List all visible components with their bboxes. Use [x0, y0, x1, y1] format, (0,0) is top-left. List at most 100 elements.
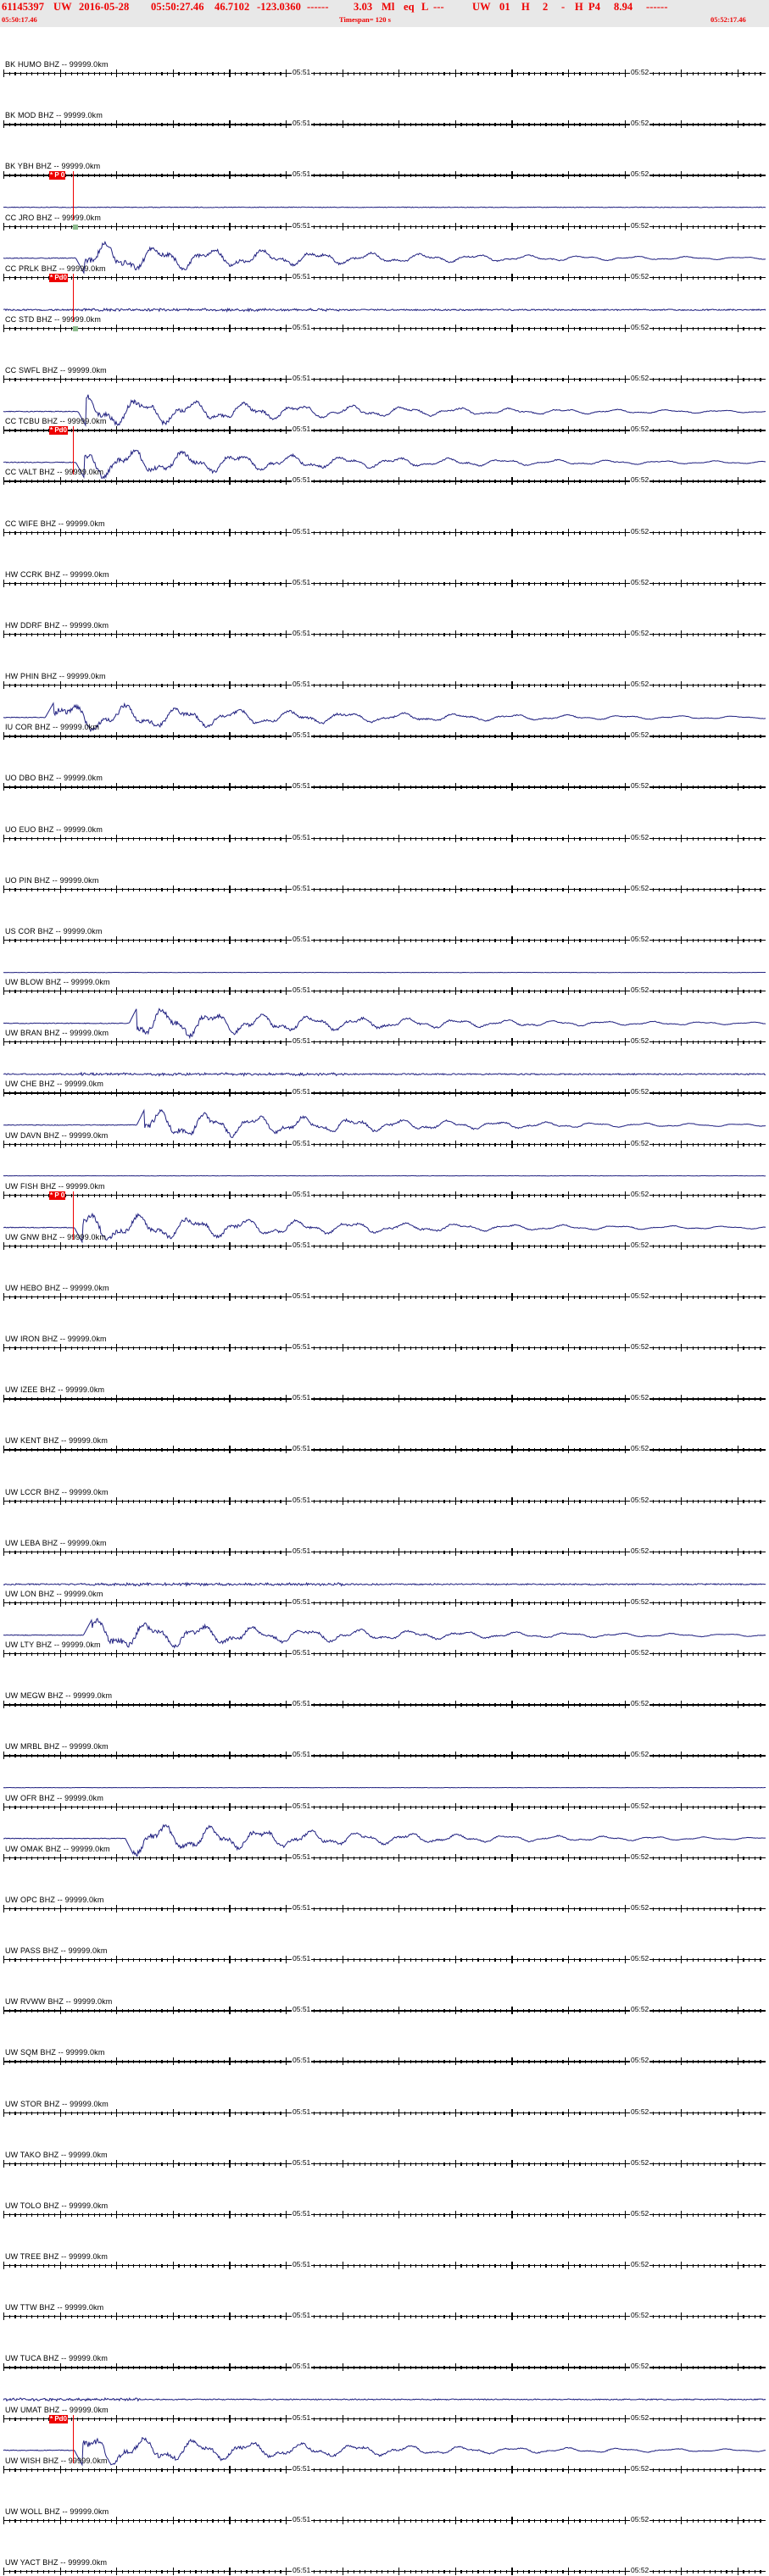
station-label-valt[interactable]: CC VALT BHZ -- 99999.0km — [5, 468, 104, 477]
trace-row[interactable]: 05:51 05:52 BK MOD BHZ -- 99999.0km — [0, 78, 769, 129]
trace-row[interactable]: 05:51 05:52 HW PHIN BHZ -- 99999.0km — [0, 639, 769, 690]
trace-row[interactable]: 05:51 05:52 CC TCBU BHZ -- 99999.0km * Pd0 — [0, 384, 769, 475]
station-label-leba[interactable]: UW LEBA BHZ -- 99999.0km — [5, 1538, 107, 1547]
station-label-lon[interactable]: UW LON BHZ -- 99999.0km — [5, 1589, 103, 1598]
axis-tick-minor — [65, 1448, 67, 1452]
waveform-std[interactable] — [3, 294, 766, 325]
station-label-jro[interactable]: CC JRO BHZ -- 99999.0km — [5, 213, 101, 222]
axis-baseline — [3, 480, 766, 482]
station-label-izee[interactable]: UW IZEE BHZ -- 99999.0km — [5, 1385, 105, 1395]
station-label-wife[interactable]: CC WIFE BHZ -- 99999.0km — [5, 519, 105, 528]
station-label-hebo[interactable]: UW HEBO BHZ -- 99999.0km — [5, 1283, 109, 1292]
station-label-lty[interactable]: UW LTY BHZ -- 99999.0km — [5, 1641, 101, 1650]
waveform-ofr[interactable] — [3, 1772, 766, 1803]
waveform-tcbu[interactable] — [3, 394, 766, 427]
waveform-prlk[interactable] — [3, 241, 766, 275]
station-label-gnw[interactable]: UW GNW BHZ -- 99999.0km — [5, 1232, 106, 1241]
station-label-ybh[interactable]: BK YBH BHZ -- 99999.0km — [5, 162, 101, 171]
trace-row[interactable]: 05:51 05:52 UW OFR BHZ -- 99999.0km — [0, 1760, 769, 1811]
station-label-lccr[interactable]: UW LCCR BHZ -- 99999.0km — [5, 1487, 109, 1496]
station-label-fish[interactable]: UW FISH BHZ -- 99999.0km — [5, 1181, 105, 1191]
trace-row[interactable]: 05:51 05:52 IU COR BHZ -- 99999.0km — [0, 690, 769, 741]
trace-row[interactable]: 05:51 05:52 UW BLOW BHZ -- 99999.0km — [0, 945, 769, 996]
axis-tick-minor — [477, 735, 479, 739]
station-label-mod[interactable]: BK MOD BHZ -- 99999.0km — [5, 111, 103, 120]
trace-row[interactable]: 05:51 05:52 UO DBO BHZ -- 99999.0km — [0, 741, 769, 791]
station-label-che[interactable]: UW CHE BHZ -- 99999.0km — [5, 1080, 103, 1089]
axis-tick-minor — [443, 1091, 445, 1096]
station-label-ccrk[interactable]: HW CCRK BHZ -- 99999.0km — [5, 569, 109, 579]
trace-row[interactable]: 05:51 05:52 UW KENT BHZ -- 99999.0km — [0, 1403, 769, 1454]
trace-row[interactable]: 05:51 05:52 UW IZEE BHZ -- 99999.0km — [0, 1352, 769, 1403]
station-label-humo[interactable]: BK HUMO BHZ -- 99999.0km — [5, 60, 109, 69]
trace-row[interactable]: 05:51 05:52 UO EUO BHZ -- 99999.0km — [0, 791, 769, 842]
station-label-phin[interactable]: HW PHIN BHZ -- 99999.0km — [5, 672, 106, 681]
trace-row[interactable]: 05:51 05:52 UW MEGW BHZ -- 99999.0km — [0, 1658, 769, 1709]
trace-row[interactable]: 05:51 05:52 US COR BHZ -- 99999.0km — [0, 894, 769, 945]
station-label-blow[interactable]: UW BLOW BHZ -- 99999.0km — [5, 978, 110, 987]
trace-row[interactable]: 05:51 05:52 UW MRBL BHZ -- 99999.0km — [0, 1709, 769, 1760]
axis-tick-minor — [263, 1754, 265, 1758]
waveform-blow[interactable] — [3, 957, 766, 988]
axis-tick-minor — [269, 887, 270, 891]
axis-tick-minor — [590, 581, 592, 586]
trace-row[interactable]: 05:51 05:52 HW CCRK BHZ -- 99999.0km — [0, 537, 769, 588]
axis-tick-minor — [664, 378, 666, 382]
waveform-che[interactable] — [3, 1058, 766, 1090]
trace-row[interactable]: 05:51 05:52 UW GNW BHZ -- 99999.0km — [0, 1200, 769, 1251]
trace-row[interactable]: 05:51 05:52 UW IRON BHZ -- 99999.0km — [0, 1302, 769, 1352]
waveform-jro[interactable] — [3, 192, 766, 223]
trace-row[interactable]: 05:51 05:52 UW LON BHZ -- 99999.0km — [0, 1557, 769, 1607]
station-label-mrbl[interactable]: UW MRBL BHZ -- 99999.0km — [5, 1742, 109, 1752]
waveform-gnw[interactable] — [3, 1212, 766, 1244]
trace-row[interactable]: 05:51 05:52 CC VALT BHZ -- 99999.0km — [0, 435, 769, 486]
station-label-pin[interactable]: UO PIN BHZ -- 99999.0km — [5, 875, 99, 885]
trace-row[interactable]: 05:51 05:52 BK HUMO BHZ -- 99999.0km — [0, 27, 769, 78]
station-label-davn[interactable]: UW DAVN BHZ -- 99999.0km — [5, 1130, 109, 1140]
axis-tick-minor — [127, 225, 129, 229]
station-label-bran[interactable]: UW BRAN BHZ -- 99999.0km — [5, 1029, 109, 1038]
waveform-lty[interactable] — [3, 1617, 766, 1651]
waveform-bran[interactable] — [3, 1008, 766, 1040]
waveform-fish[interactable] — [3, 1160, 766, 1191]
trace-row[interactable]: 05:51 05:52 CC JRO BHZ -- 99999.0km — [0, 180, 769, 230]
trace-row[interactable]: 05:51 05:52 BK YBH BHZ -- 99999.0km * P 0 — [0, 129, 769, 220]
station-label-std[interactable]: CC STD BHZ -- 99999.0km — [5, 314, 101, 324]
station-label-megw[interactable]: UW MEGW BHZ -- 99999.0km — [5, 1691, 113, 1701]
station-label-iron[interactable]: UW IRON BHZ -- 99999.0km — [5, 1335, 107, 1344]
trace-row[interactable]: 05:51 05:52 CC SWFL BHZ -- 99999.0km — [0, 333, 769, 384]
station-label-prlk[interactable]: CC PRLK BHZ -- 99999.0km — [5, 264, 106, 273]
trace-row[interactable]: 05:51 05:52 UW FISH BHZ -- 99999.0km * P 0 — [0, 1149, 769, 1240]
station-label-cor[interactable]: US COR BHZ -- 99999.0km — [5, 926, 103, 935]
trace-row[interactable]: 05:51 05:52 UW LTY BHZ -- 99999.0km — [0, 1607, 769, 1658]
p-pick-label[interactable]: * Pd0 — [49, 426, 69, 436]
trace-row[interactable]: 05:51 05:52 UW HEBO BHZ -- 99999.0km — [0, 1251, 769, 1302]
trace-row[interactable]: 05:51 05:52 HW DDRF BHZ -- 99999.0km — [0, 588, 769, 639]
trace-row[interactable]: 05:51 05:52 UW CHE BHZ -- 99999.0km — [0, 1046, 769, 1097]
station-label-dbo[interactable]: UO DBO BHZ -- 99999.0km — [5, 774, 103, 783]
station-label-ddrf[interactable]: HW DDRF BHZ -- 99999.0km — [5, 620, 109, 630]
trace-row[interactable]: 05:51 05:52 UW DAVN BHZ -- 99999.0km — [0, 1097, 769, 1148]
axis-tick-minor — [133, 1499, 135, 1503]
waveform-lon[interactable] — [3, 1568, 766, 1600]
p-pick-label[interactable]: * P 0 — [49, 171, 66, 180]
time-axis — [3, 1496, 766, 1506]
p-pick-label[interactable]: * P 0 — [49, 1191, 66, 1200]
waveform-cor[interactable] — [3, 702, 766, 733]
waveform-davn[interactable] — [3, 1108, 766, 1141]
trace-row[interactable]: 05:51 05:52 UO PIN BHZ -- 99999.0km — [0, 843, 769, 894]
trace-row[interactable]: 05:51 05:52 UW LEBA BHZ -- 99999.0km — [0, 1506, 769, 1557]
trace-row[interactable]: 05:51 05:52 UW BRAN BHZ -- 99999.0km — [0, 996, 769, 1046]
trace-row[interactable]: 05:51 05:52 UW LCCR BHZ -- 99999.0km — [0, 1454, 769, 1505]
trace-row[interactable]: 05:51 05:52 CC STD BHZ -- 99999.0km — [0, 282, 769, 333]
axis-tick-minor — [201, 836, 203, 841]
station-label-cor[interactable]: IU COR BHZ -- 99999.0km — [5, 723, 99, 732]
p-pick-label[interactable]: * Pd0 — [49, 273, 69, 282]
trace-row[interactable]: 05:51 05:52 CC PRLK BHZ -- 99999.0km * Pd0 — [0, 231, 769, 322]
waveform-valt[interactable] — [3, 447, 766, 480]
trace-row[interactable]: 05:51 05:52 CC WIFE BHZ -- 99999.0km — [0, 486, 769, 536]
station-label-euo[interactable]: UO EUO BHZ -- 99999.0km — [5, 824, 103, 834]
station-label-tcbu[interactable]: CC TCBU BHZ -- 99999.0km — [5, 417, 107, 426]
station-label-swfl[interactable]: CC SWFL BHZ -- 99999.0km — [5, 366, 107, 375]
station-label-kent[interactable]: UW KENT BHZ -- 99999.0km — [5, 1436, 108, 1446]
